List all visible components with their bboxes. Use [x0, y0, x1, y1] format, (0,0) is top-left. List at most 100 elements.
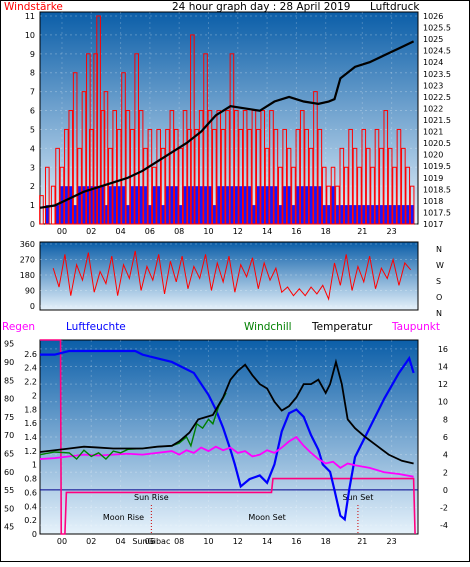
rain-y-tick: 2.2 — [24, 378, 37, 387]
wind-max-bar — [392, 166, 397, 225]
wind-max-bar — [86, 53, 91, 225]
wind-max-bar — [379, 147, 384, 225]
wind-average-bar — [287, 186, 291, 224]
wind-average-bar — [291, 205, 296, 224]
wind-average-bar — [335, 205, 340, 224]
astronomy-events: Sun Rise Moon Rise Moon Set Sun Set — [103, 493, 373, 534]
wind-y-tick: 0 — [30, 220, 35, 229]
wind-max-bar — [343, 166, 349, 225]
wind-max-bar — [357, 166, 362, 225]
wind-average-bar — [230, 186, 234, 224]
wind-max-bar — [143, 147, 148, 225]
wind-x-tick: 12 — [233, 227, 243, 236]
wind-max-bar — [405, 166, 411, 225]
wind-max-bar — [156, 128, 161, 225]
temperature-x-tick: 02 — [86, 537, 96, 546]
wind-max-bars — [39, 15, 415, 225]
wind-max-bar — [352, 147, 358, 225]
humidity-y-tick: 45 — [4, 523, 14, 532]
wind-max-bar — [295, 128, 301, 225]
temperature-y-tick: 6 — [443, 433, 448, 442]
wind-max-bar — [151, 166, 157, 225]
temperature-x-tick: 14 — [262, 537, 272, 546]
humidity-line — [40, 349, 415, 522]
wind-average-bar — [208, 186, 212, 224]
pressure-y-tick: 1023 — [423, 81, 443, 90]
rain-y-tick: 0.8 — [24, 475, 37, 484]
wind-max-bar — [160, 147, 166, 225]
wind-max-bar — [348, 128, 353, 225]
wind-direction-series — [52, 250, 412, 301]
humidity-y-axis: 45 50 55 60 65 70 75 80 85 90 95 — [4, 340, 14, 532]
wind-x-tick: 21 — [357, 227, 367, 236]
wind-max-bar — [365, 147, 371, 225]
wind-average-bar — [152, 186, 157, 224]
humidity-y-tick: 70 — [4, 431, 14, 440]
humidity-y-tick: 65 — [4, 449, 14, 458]
wind-max-bar — [396, 128, 402, 225]
pressure-y-tick: 1022.5 — [423, 93, 451, 102]
temperature-x-tick: 06 — [145, 537, 155, 546]
wind-average-bar — [326, 205, 331, 224]
temperature-x-tick: 00 — [57, 537, 67, 546]
rain-y-tick: 0.6 — [24, 488, 37, 497]
pressure-y-tick: 1025 — [423, 35, 443, 44]
pressure-y-tick: 1021.5 — [423, 116, 451, 125]
temperature-x-tick: 23 — [387, 537, 397, 546]
pressure-y-tick: 1026 — [423, 12, 443, 21]
wind-average-bar — [174, 186, 179, 224]
event-label: Sun Rise — [134, 493, 169, 502]
wind-max-bar — [242, 110, 248, 225]
pressure-y-tick: 1021 — [423, 128, 443, 137]
wind-max-bar — [190, 34, 195, 225]
wind-average-bar — [361, 205, 366, 224]
wind-average-bar — [126, 205, 130, 224]
wind-max-bar — [138, 110, 144, 225]
wind-average-bar — [108, 186, 113, 224]
wind-average-bar — [225, 186, 230, 224]
wind-average-bar — [148, 205, 152, 224]
wind-average-bar — [392, 205, 397, 224]
pressure-line — [39, 40, 415, 209]
wind-average-bar — [68, 186, 73, 224]
wind-y-tick: 8 — [30, 69, 35, 78]
wind-max-bar — [147, 128, 153, 225]
wind-average-bar — [265, 186, 269, 224]
temperature-x-tick: 16 — [291, 537, 301, 546]
wind-average-bar — [274, 186, 278, 224]
temperature-x-tick: 21 — [357, 537, 367, 546]
wind-average-bar — [304, 186, 309, 224]
pressure-y-tick: 1020 — [423, 151, 443, 160]
wind-max-bar — [383, 110, 389, 225]
wind-max-bar — [212, 128, 217, 225]
wind-average-bar — [104, 205, 108, 224]
wind-average-bar — [366, 205, 370, 224]
wind-max-bar — [234, 110, 239, 225]
wind-average-bar — [318, 186, 322, 224]
temperature-y-tick: -4 — [440, 521, 448, 530]
pressure-y-tick: 1024.5 — [423, 47, 451, 56]
temperature-x-tick: 12 — [233, 537, 243, 546]
wind-max-bar — [387, 147, 393, 225]
pressure-y-tick: 1017 — [423, 220, 443, 229]
wind-pressure-gridlines — [40, 12, 418, 225]
wind-max-bar — [96, 15, 101, 225]
temperature-y-tick: 12 — [438, 380, 448, 389]
wind-y-tick: 9 — [30, 50, 35, 59]
temperature-y-tick: 8 — [443, 415, 448, 424]
wind-max-bar — [330, 166, 336, 225]
wind-average-bar — [247, 186, 252, 224]
event-label: Sun Set — [342, 493, 373, 502]
event-label: Moon Set — [248, 513, 285, 522]
wind-x-tick: 06 — [145, 227, 155, 236]
pressure-y-tick: 1019 — [423, 174, 443, 183]
wind-average-bar — [156, 186, 161, 224]
humidity-y-tick: 60 — [4, 468, 14, 477]
wind-average-bar — [260, 186, 265, 224]
wind-max-bar — [72, 72, 78, 225]
wind-average-bar — [331, 186, 335, 224]
direction-y-tick: 180 — [20, 271, 35, 280]
pressure-label: Luftdruck — [370, 1, 420, 13]
temperature-series — [39, 339, 416, 535]
wind-max-bar — [100, 110, 106, 225]
